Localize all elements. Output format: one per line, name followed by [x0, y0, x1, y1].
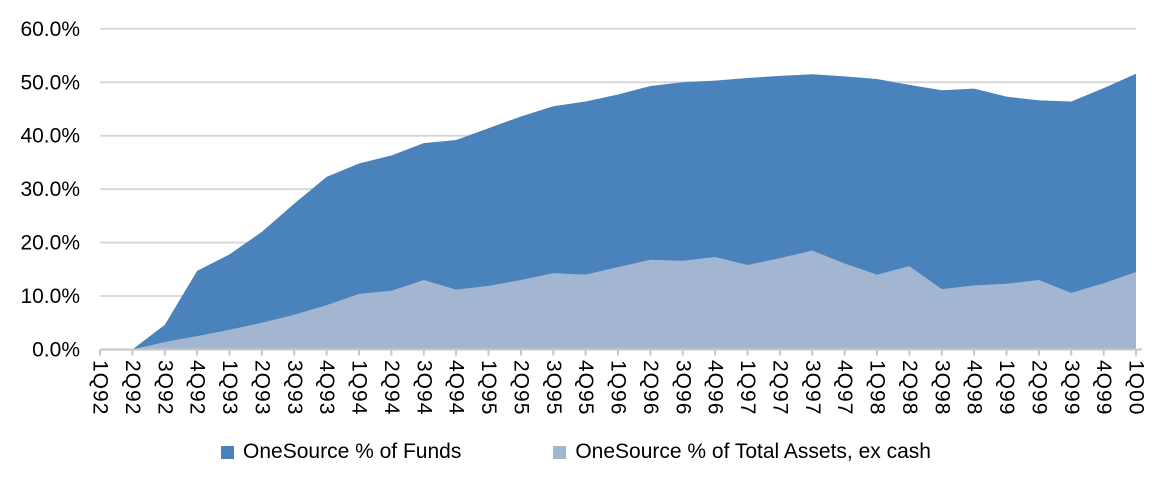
x-axis-label: 1Q00	[1125, 360, 1148, 415]
legend-label-funds: OneSource % of Funds	[243, 440, 462, 463]
x-axis-label: 3Q97	[801, 360, 824, 415]
area-series-total-assets	[100, 250, 1136, 350]
x-axis-label: 1Q95	[477, 360, 500, 415]
x-axis-label: 2Q94	[380, 360, 403, 415]
y-axis-label: 50.0%	[20, 71, 80, 94]
x-axis-label: 3Q93	[283, 360, 306, 415]
x-axis-label: 1Q99	[995, 360, 1018, 415]
y-axis-label: 20.0%	[20, 232, 80, 255]
x-axis-label: 4Q92	[186, 360, 209, 415]
x-axis-label: 4Q97	[833, 360, 856, 415]
y-axis-label: 10.0%	[20, 285, 80, 308]
x-axis-label: 4Q99	[1092, 360, 1115, 415]
x-axis-label: 1Q97	[736, 360, 759, 415]
legend-label-total-assets: OneSource % of Total Assets, ex cash	[575, 440, 931, 463]
legend-swatch-total-assets-icon	[553, 445, 567, 459]
chart-canvas: 0.0% 10.0% 20.0% 30.0% 40.0% 50.0% 60.0% 1Q92 2Q…	[20, 18, 1148, 416]
x-axis-label: 4Q95	[574, 360, 597, 415]
y-axis-label: 0.0%	[32, 339, 80, 362]
x-axis-label: 2Q93	[250, 360, 273, 415]
x-axis-label: 3Q99	[1060, 360, 1083, 415]
x-axis-label: 3Q94	[412, 360, 435, 415]
legend-item-total-assets: OneSource % of Total Assets, ex cash	[553, 440, 931, 464]
x-axis-label: 1Q93	[218, 360, 241, 415]
x-axis-label: 2Q92	[121, 360, 144, 415]
x-axis-label: 1Q94	[348, 360, 371, 415]
y-axis-label: 60.0%	[20, 18, 80, 41]
x-axis-label: 3Q98	[930, 360, 953, 415]
legend-item-funds: OneSource % of Funds	[221, 440, 461, 464]
x-axis-label: 4Q94	[445, 360, 468, 415]
x-axis-label: 1Q92	[89, 360, 112, 415]
x-axis-label: 3Q92	[153, 360, 176, 415]
y-axis-label: 40.0%	[20, 125, 80, 148]
x-axis-label: 2Q98	[898, 360, 921, 415]
x-axis-label: 1Q96	[607, 360, 630, 415]
legend-swatch-funds-icon	[221, 445, 235, 459]
x-axis-label: 2Q95	[509, 360, 532, 415]
x-axis-label: 3Q96	[671, 360, 694, 415]
y-axis-label: 30.0%	[20, 178, 80, 201]
chart-legend: OneSource % of Funds OneSource % of Tota…	[0, 440, 1152, 464]
x-axis-label: 1Q98	[866, 360, 889, 415]
x-axis-label: 4Q93	[315, 360, 338, 415]
x-axis-label: 2Q96	[639, 360, 662, 415]
x-axis-label: 3Q95	[542, 360, 565, 415]
x-axis-label: 2Q97	[768, 360, 791, 415]
x-axis-label: 4Q98	[963, 360, 986, 415]
x-axis-label: 4Q96	[704, 360, 727, 415]
x-axis-label: 2Q99	[1027, 360, 1050, 415]
